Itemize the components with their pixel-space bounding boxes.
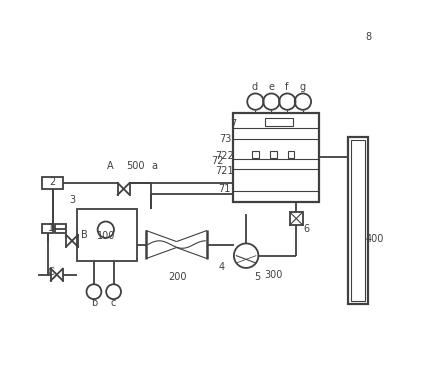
Text: c: c — [111, 298, 116, 308]
Bar — [233, 113, 318, 202]
Text: 72: 72 — [211, 156, 224, 166]
Bar — [265, 118, 293, 126]
Text: f: f — [285, 82, 289, 92]
Text: 300: 300 — [264, 270, 282, 280]
Text: 1: 1 — [48, 223, 54, 233]
Text: 100: 100 — [97, 231, 115, 241]
Bar — [252, 151, 259, 158]
Text: 4: 4 — [218, 262, 224, 272]
Text: a: a — [151, 161, 158, 171]
Text: 500: 500 — [127, 161, 145, 171]
Bar — [55, 224, 66, 233]
Text: 71: 71 — [218, 184, 230, 194]
Text: b: b — [91, 298, 97, 308]
Bar — [288, 151, 294, 158]
Text: d: d — [252, 82, 258, 92]
Text: 3: 3 — [70, 195, 76, 205]
Text: 400: 400 — [366, 234, 384, 244]
Text: B: B — [81, 230, 88, 240]
Bar — [270, 151, 277, 158]
Text: C: C — [48, 267, 55, 277]
Text: 7: 7 — [230, 119, 236, 129]
Text: 2: 2 — [49, 177, 55, 187]
Text: 5: 5 — [254, 272, 260, 282]
Text: g: g — [300, 82, 306, 92]
Text: 200: 200 — [168, 272, 187, 282]
Text: 6: 6 — [304, 224, 310, 234]
Bar — [348, 137, 368, 304]
Text: A: A — [107, 161, 113, 171]
Bar — [42, 224, 53, 233]
Text: 73: 73 — [219, 134, 232, 144]
Bar — [351, 140, 365, 301]
Text: 721: 721 — [216, 166, 234, 176]
Bar — [42, 177, 63, 189]
Bar — [77, 209, 137, 261]
Text: e: e — [268, 82, 274, 92]
Text: 8: 8 — [365, 32, 372, 42]
Bar — [289, 212, 303, 225]
Text: 722: 722 — [216, 151, 234, 161]
